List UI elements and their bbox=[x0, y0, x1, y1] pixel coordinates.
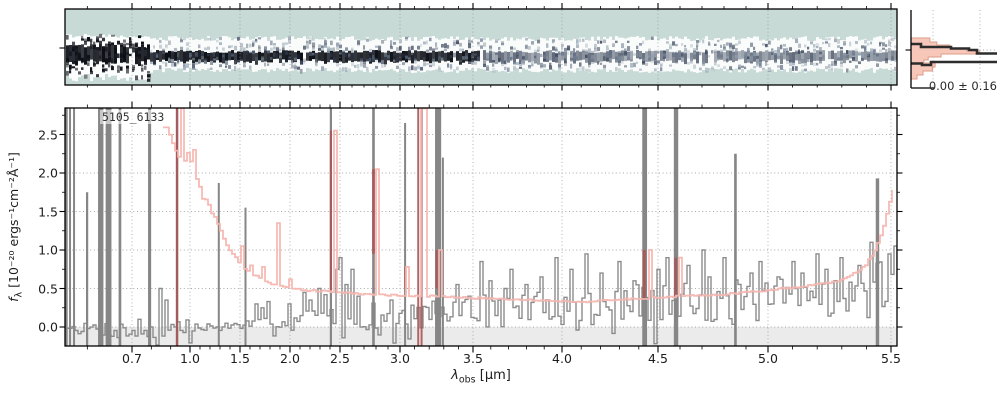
y-tick-label: 0.5 bbox=[38, 281, 58, 296]
y-axis-subscript: λ bbox=[13, 291, 25, 298]
y-axis-label: fλ [10⁻²⁰ ergs⁻¹cm⁻²Å⁻¹] bbox=[6, 152, 25, 302]
y-tick-label: 2.5 bbox=[38, 127, 58, 142]
x-tick-label: 1.5 bbox=[230, 351, 250, 366]
x-tick-label: 2.5 bbox=[330, 351, 350, 366]
x-axis-unit: [μm] bbox=[475, 368, 511, 383]
x-tick-label: 4.0 bbox=[552, 351, 572, 366]
x-tick-label: 1.0 bbox=[180, 351, 200, 366]
x-tick-label: 5.0 bbox=[758, 351, 778, 366]
x-axis-label: λobs [μm] bbox=[451, 368, 511, 386]
x-tick-label: 4.5 bbox=[648, 351, 668, 366]
x-axis-subscript: obs bbox=[458, 374, 476, 386]
x-tick-label: 0.7 bbox=[122, 351, 142, 366]
y-tick-label: 0.0 bbox=[38, 319, 58, 335]
y-axis-unit: [10⁻²⁰ ergs⁻¹cm⁻²Å⁻¹] bbox=[5, 152, 21, 292]
x-tick-label: 2.0 bbox=[280, 351, 300, 366]
y-tick-label: 1.5 bbox=[38, 204, 58, 219]
x-tick-label: 3.5 bbox=[463, 351, 483, 366]
lambda-symbol: λ bbox=[451, 368, 459, 383]
y-tick-label: 2.0 bbox=[38, 165, 58, 181]
object-id-label: 5105_6133 bbox=[100, 110, 167, 124]
y-tick-label: 1.0 bbox=[38, 242, 58, 258]
flux-symbol: f bbox=[5, 297, 21, 302]
x-tick-label: 5.5 bbox=[881, 351, 901, 366]
x-tick-label: 3.0 bbox=[390, 351, 410, 366]
residual-stat-label: 0.00 ± 0.16 bbox=[928, 79, 997, 93]
